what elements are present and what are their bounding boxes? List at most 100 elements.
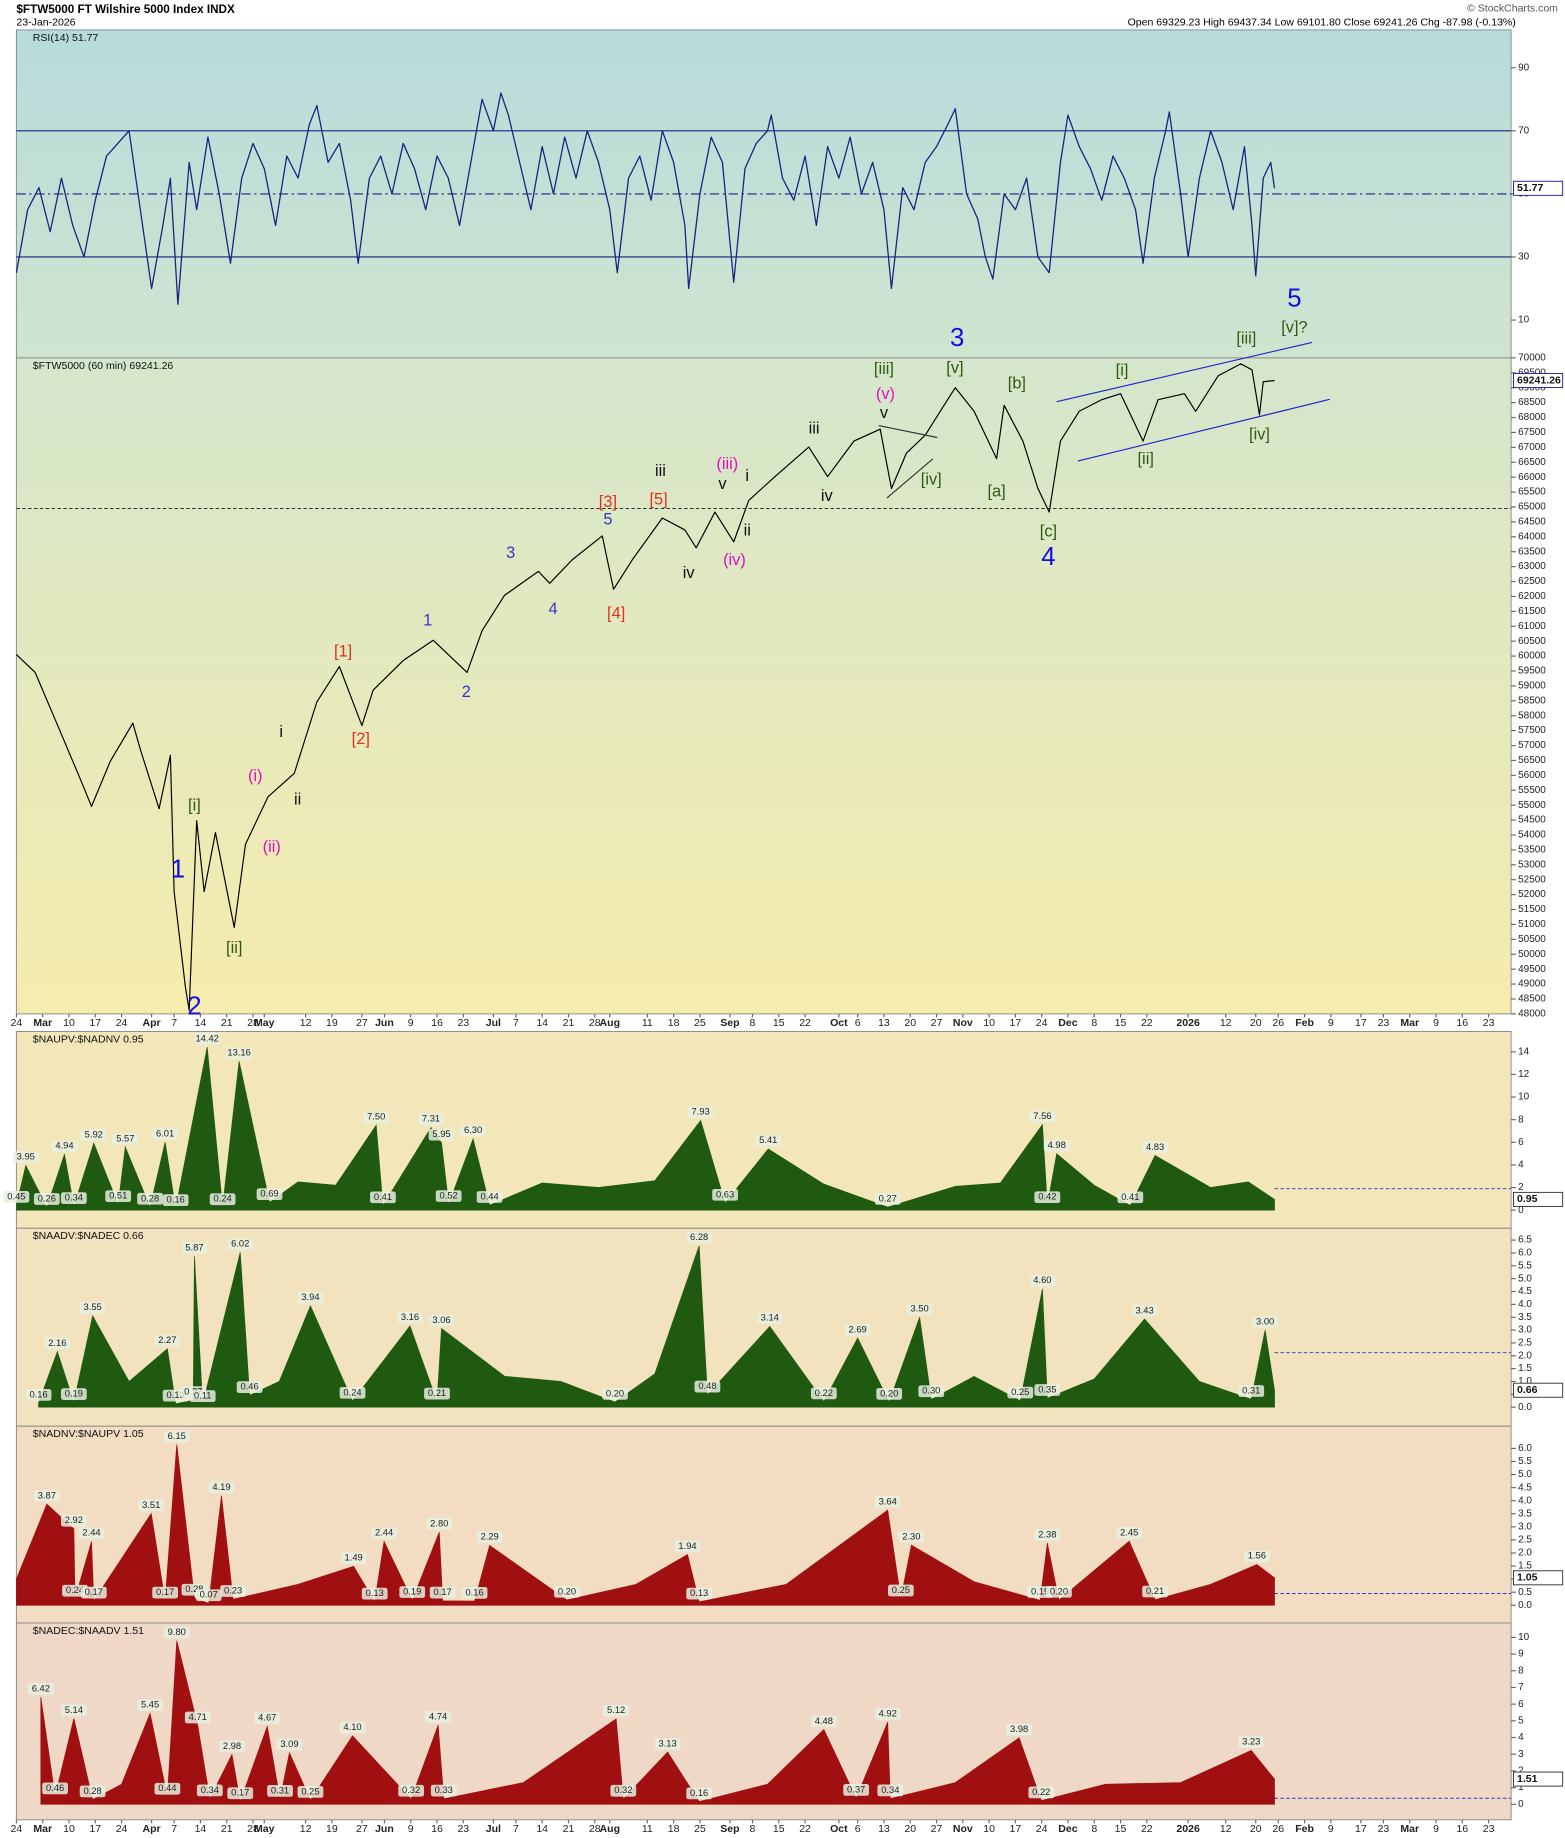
y-tick-label: 63000 <box>1518 561 1546 572</box>
y-tick-label: 6 <box>1518 1699 1524 1710</box>
x-tick-label: 16 <box>431 1823 443 1835</box>
data-label: 0.35 <box>1038 1384 1056 1394</box>
x-tick-label: Sep <box>720 1823 739 1835</box>
y-tick-label: 63500 <box>1518 546 1546 557</box>
y-tick-label: 68500 <box>1518 397 1546 408</box>
panel-title: $NADNV:$NAUPV 1.05 <box>33 1428 144 1440</box>
x-tick-label: 17 <box>89 1017 101 1029</box>
y-tick-label: 7 <box>1518 1682 1524 1693</box>
label-box <box>1007 1386 1034 1399</box>
x-tick-label: 27 <box>931 1823 943 1835</box>
wave-label: 4 <box>1041 543 1055 571</box>
y-tick-label: 53500 <box>1518 845 1546 856</box>
label-box <box>12 1151 39 1164</box>
y-tick-label: 90 <box>1518 62 1530 73</box>
y-tick-label: 66500 <box>1518 457 1546 468</box>
y-tick-label: 50500 <box>1518 934 1546 945</box>
label-box <box>189 1390 216 1403</box>
data-label: 4.94 <box>55 1141 73 1151</box>
y-tick-label: 55500 <box>1518 785 1546 796</box>
y-tick-label: 4.0 <box>1518 1495 1532 1506</box>
label-box <box>429 1586 456 1599</box>
x-tick-label: 24 <box>1036 1823 1048 1835</box>
data-label: 2.44 <box>82 1528 100 1538</box>
wave-label: i <box>279 723 283 741</box>
label-box <box>686 1231 713 1244</box>
label-box <box>1034 1528 1061 1541</box>
label-box <box>163 1626 190 1639</box>
data-label: 3.43 <box>1135 1305 1153 1315</box>
label-box <box>78 1527 105 1540</box>
last-value-box <box>1512 1191 1564 1207</box>
x-tick-label: 14 <box>536 1017 548 1029</box>
data-label: 4.60 <box>1033 1275 1051 1285</box>
wave-label: v <box>718 475 727 493</box>
y-tick-label: 10 <box>1518 315 1530 326</box>
x-tick-label: 18 <box>668 1823 680 1835</box>
data-label: 0.69 <box>260 1189 278 1199</box>
wave-label: [iii] <box>1236 329 1256 347</box>
data-label: 5.45 <box>141 1700 159 1710</box>
data-label: 0.21 <box>1146 1586 1164 1596</box>
x-tick-label: 14 <box>195 1823 207 1835</box>
label-box <box>138 1499 165 1512</box>
y-tick-label: 61000 <box>1518 621 1546 632</box>
label-box <box>112 1133 139 1145</box>
label-box <box>712 1188 738 1201</box>
y-tick-label: 4 <box>1518 1732 1524 1743</box>
label-box <box>424 1387 450 1400</box>
data-label: 0.17 <box>156 1587 174 1597</box>
data-label: 0.13 <box>167 1390 185 1400</box>
data-label: 0.24 <box>343 1387 361 1397</box>
label-box <box>425 1711 452 1723</box>
data-label: 5.14 <box>65 1705 83 1715</box>
label-box <box>361 1587 388 1600</box>
data-label: 0.31 <box>271 1785 289 1795</box>
data-label: 0.22 <box>1032 1787 1050 1797</box>
x-tick-label: May <box>254 1017 275 1029</box>
y-tick-label: 62000 <box>1518 591 1546 602</box>
wave-label: [c] <box>1040 523 1057 541</box>
data-label: 0.34 <box>65 1193 83 1203</box>
last-value: 69241.26 <box>1517 374 1561 386</box>
wave-label: 3 <box>506 544 515 562</box>
x-tick-label: 10 <box>63 1017 75 1029</box>
data-label: 2.69 <box>849 1324 867 1334</box>
label-box <box>1142 1585 1168 1598</box>
x-tick-label: 7 <box>171 1017 177 1029</box>
data-label: 0.28 <box>141 1193 159 1203</box>
data-label: 13.16 <box>227 1048 250 1058</box>
x-tick-label: 21 <box>221 1017 233 1029</box>
y-tick-label: 60000 <box>1518 651 1546 662</box>
label-box <box>137 1699 163 1711</box>
label-box <box>810 1715 837 1728</box>
y-tick-label: 0.0 <box>1518 1402 1532 1413</box>
label-box <box>1243 1550 1270 1563</box>
y-tick-label: 1.5 <box>1518 1363 1532 1374</box>
data-label: 0.19 <box>1031 1587 1049 1597</box>
y-tick-label: 48000 <box>1518 1009 1546 1020</box>
x-tick-label: 10 <box>983 1017 995 1029</box>
data-label: 6.01 <box>156 1128 174 1138</box>
label-box <box>25 1389 52 1401</box>
y-tick-label: 5.5 <box>1518 1260 1532 1271</box>
label-box <box>33 1490 60 1502</box>
y-tick-label: 70 <box>1518 125 1530 136</box>
label-box <box>162 1194 189 1207</box>
label-box <box>603 1704 630 1717</box>
x-tick-label: 2026 <box>1176 1823 1200 1835</box>
label-box <box>363 1111 390 1123</box>
y-tick-label: 69500 <box>1518 367 1546 378</box>
label-box <box>1029 1274 1056 1287</box>
x-tick-label: 20 <box>904 1017 916 1029</box>
data-label: 3.51 <box>142 1500 160 1510</box>
y-tick-label: 60500 <box>1518 636 1546 647</box>
label-box <box>27 1683 54 1695</box>
label-box <box>1238 1736 1265 1749</box>
label-box <box>195 1589 222 1602</box>
data-label: 2.16 <box>48 1338 66 1348</box>
last-value-box <box>1512 1570 1564 1586</box>
x-tick-label: 23 <box>457 1017 469 1029</box>
x-tick-label: 19 <box>326 1017 338 1029</box>
x-tick-label: Feb <box>1295 1017 1314 1029</box>
